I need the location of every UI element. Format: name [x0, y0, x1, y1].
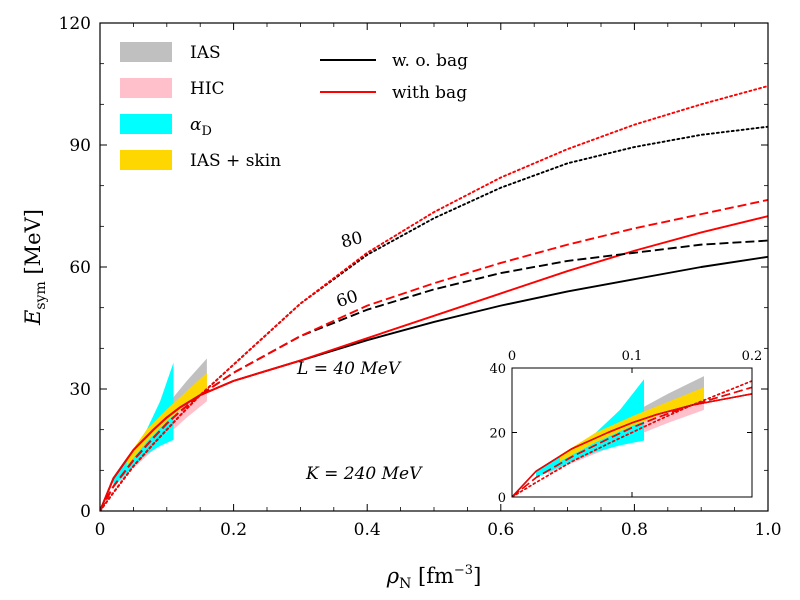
- inset-y-tick-label: 40: [489, 362, 506, 377]
- legend-line-label-1: w. o. bag: [392, 51, 468, 71]
- legend-swatch-1: [120, 42, 172, 62]
- annotations: L = 40 MeV K = 240 MeV 80 60: [296, 228, 423, 484]
- inset-band-iasskin: [560, 387, 704, 462]
- inset-y-tick-label: 20: [489, 427, 506, 442]
- x-axis-label: ρN [fm−3]: [386, 563, 482, 592]
- y-tick-label: 30: [69, 380, 91, 400]
- legend-label-1: IAS: [190, 43, 221, 63]
- inset-plot-area: 0 0.1 0.2 0 20 40: [489, 349, 763, 506]
- main-band-iasskin: [126, 372, 207, 467]
- legend-swatch-4: [120, 150, 172, 170]
- inset-x-tick-label: 0.2: [742, 349, 763, 364]
- k-annotation: K = 240 MeV: [305, 464, 423, 484]
- x-tick-label: 0.4: [354, 520, 381, 540]
- inset-x-tick-label: 0: [508, 349, 516, 364]
- y-tick-label: 60: [69, 258, 91, 278]
- inset-content: [512, 376, 752, 497]
- inset-x-tick-label: 0.1: [622, 349, 643, 364]
- legend-label-3: αD: [190, 115, 212, 139]
- inset-curve-2: [512, 393, 752, 497]
- x-tick-label: 0.8: [621, 520, 648, 540]
- y-tick-label: 0: [80, 502, 91, 522]
- x-tick-label: 1.0: [754, 520, 781, 540]
- y-tick-label: 120: [59, 14, 91, 34]
- inset-curve-4: [512, 386, 752, 497]
- main-curve-6: [100, 85, 768, 511]
- main-curve-2: [100, 215, 768, 511]
- x-tick-label: 0.2: [220, 520, 247, 540]
- label-80: 80: [339, 228, 365, 253]
- legend-label-4: IAS + skin: [190, 151, 281, 171]
- main-content: [100, 85, 768, 511]
- legend-label-2: HIC: [190, 79, 225, 99]
- inset-curve-6: [512, 380, 752, 497]
- y-tick-label: 90: [69, 136, 91, 156]
- legend: IAS HIC αD IAS + skin w. o. bag with bag: [120, 42, 468, 171]
- main-band-d: [113, 362, 174, 487]
- y-axis-label: Esym [MeV]: [21, 209, 49, 326]
- label-60: 60: [334, 286, 361, 312]
- x-tick-label: 0: [95, 520, 106, 540]
- main-curve-4: [100, 198, 768, 511]
- legend-swatch-3: [120, 114, 172, 134]
- legend-line-label-2: with bag: [392, 83, 467, 103]
- legend-swatch-2: [120, 78, 172, 98]
- x-tick-label: 0.6: [487, 520, 514, 540]
- main-plot-area: 0 0.2 0.4 0.6 0.8 1.0 0 30 60 90 120 ρN [fm−3] Esym …: [21, 14, 782, 592]
- inset-y-tick-label: 0: [498, 491, 506, 506]
- l-annotation: L = 40 MeV: [296, 359, 402, 379]
